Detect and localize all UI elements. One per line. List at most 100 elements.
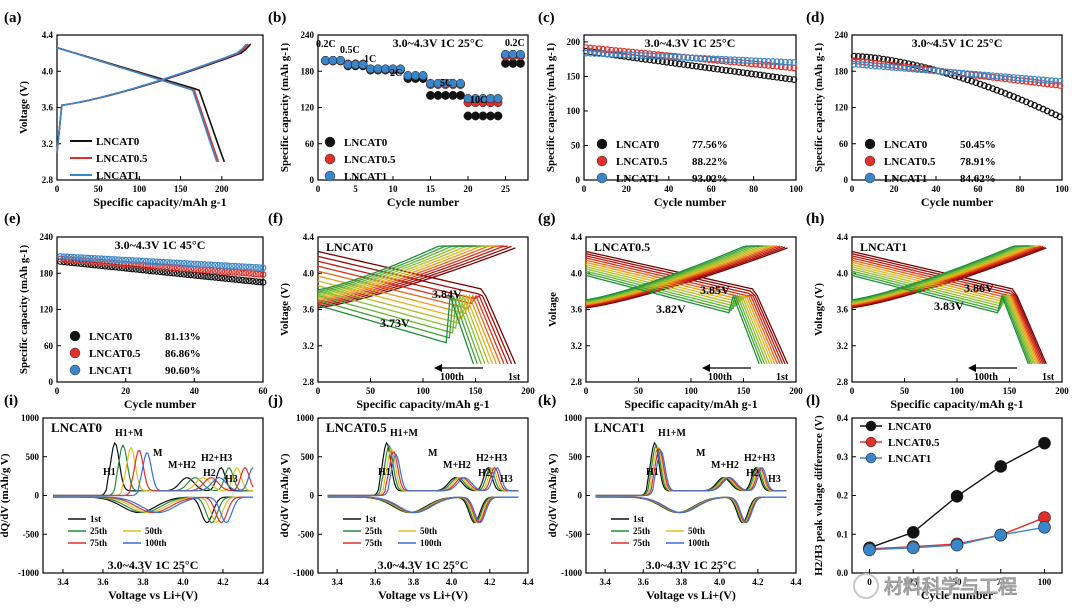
data-point — [501, 50, 509, 58]
legend-marker — [865, 173, 875, 183]
x-tick-label: 200 — [215, 184, 229, 194]
y-tick-label: 3.6 — [42, 103, 54, 113]
legend-marker — [865, 139, 875, 149]
x-tick-label: 20 — [890, 184, 900, 194]
x-axis-label: Cycle number — [124, 397, 197, 411]
x-tick-label: 80 — [749, 184, 759, 194]
y-tick-label: 180 — [835, 66, 849, 76]
data-point — [329, 56, 337, 64]
x-tick-label: 3.8 — [676, 577, 688, 587]
panel-i: (i)3.4 3.6 3.8 4.0 4.2 4.4-1000-50005001000Vo… — [0, 393, 269, 602]
data-point — [336, 56, 344, 64]
legend-label: LNCAT0.5 — [96, 153, 148, 165]
y-tick-label: 100 — [567, 106, 581, 116]
y-tick-label: 1000 — [564, 413, 583, 423]
y-tick-label: -1000 — [561, 568, 582, 578]
y-tick-label: 240 — [40, 232, 54, 242]
x-tick-label: 150 — [469, 386, 483, 396]
voltage-annotation: 3.86V — [964, 281, 994, 295]
cycle-legend-label: 75th — [90, 538, 107, 548]
legend-label: LNCAT1 — [89, 365, 132, 377]
y-tick-label: 240 — [301, 30, 315, 40]
phase-label: H2+H3 — [744, 453, 775, 464]
rate-label: 1C — [364, 54, 376, 65]
y-tick-label: 60 — [44, 341, 54, 351]
rate-label: 5C — [440, 78, 452, 89]
y-tick-label: 3.6 — [837, 305, 849, 315]
y-axis-label: H2/H3 peak voltage difference (V) — [813, 415, 825, 576]
legend-label: LNCAT0 — [888, 421, 932, 433]
y-tick-label: 180 — [301, 66, 315, 76]
chart-title: 3.0~4.5V 1C 25°C — [912, 36, 1003, 50]
data-point — [479, 112, 487, 120]
cycle-arrow-head — [702, 364, 710, 372]
panel-label: (g) — [538, 211, 556, 227]
x-tick-label: 0 — [850, 184, 855, 194]
x-tick-label: 4.2 — [752, 577, 764, 587]
panel-h: (h)0 50 100 150 2002.83.23.64.04.4Specific c… — [806, 211, 1069, 411]
phase-label: H1+M — [390, 428, 418, 439]
cycle-label-first: 1st — [1042, 372, 1055, 383]
panel-g: (g)0 50 100 150 2002.83.23.64.04.4Specific c… — [538, 211, 803, 411]
y-tick-label: 500 — [26, 452, 40, 462]
charge-curve — [57, 44, 247, 153]
panel-label: (j) — [268, 393, 283, 409]
watermark-icon — [854, 574, 878, 598]
data-point — [951, 490, 963, 502]
y-tick-label: -1000 — [18, 568, 39, 578]
x-tick-label: 200 — [1055, 386, 1069, 396]
y-tick-label: 2.8 — [42, 175, 54, 185]
legend-marker — [325, 154, 335, 164]
legend-marker — [866, 421, 876, 431]
legend-label: LNCAT0 — [884, 139, 928, 151]
x-tick-label: 200 — [521, 386, 535, 396]
data-point — [381, 65, 389, 73]
data-point — [344, 60, 352, 68]
data-point — [907, 526, 919, 538]
y-axis-label: dQ/dV (mAh/g V) — [547, 453, 559, 537]
legend-label: LNCAT0.5 — [884, 156, 936, 168]
phase-label: H1 — [103, 467, 116, 478]
y-tick-label: 3.2 — [837, 341, 849, 351]
phase-label: H2 — [478, 468, 491, 479]
y-tick-label: 120 — [301, 103, 315, 113]
legend-label: LNCAT1 — [344, 171, 387, 183]
y-tick-label: 0 — [576, 175, 581, 185]
y-tick-label: 0 — [310, 491, 315, 501]
y-tick-label: 4.4 — [303, 232, 315, 242]
retention-value: 90.60% — [165, 365, 201, 377]
legend-marker — [866, 437, 876, 447]
condition-label: 3.0~4.3V 1C 25°C — [646, 558, 737, 572]
phase-label: M+H2 — [443, 460, 471, 471]
panel-c: (c)0 20 40 60 80 100050100150200Cycle numberS… — [538, 10, 803, 209]
x-axis-label: Voltage vs Li+(V) — [108, 588, 198, 602]
y-tick-label: 150 — [567, 71, 581, 81]
phase-label: M — [696, 448, 706, 459]
data-point — [509, 50, 517, 58]
figure-layer: (a)0 50 100 150 2002.83.23.64.04.4Specific c… — [0, 10, 1069, 602]
y-axis-label: Specific capacity (mAh g-1) — [18, 245, 30, 375]
y-tick-label: 0 — [844, 175, 849, 185]
panel-label: (l) — [806, 393, 820, 409]
x-tick-label: 0 — [316, 184, 321, 194]
phase-label: H3 — [768, 474, 781, 485]
y-tick-label: 4.4 — [571, 232, 583, 242]
retention-value: 77.56% — [692, 139, 728, 151]
y-tick-label: 50 — [571, 140, 581, 150]
watermark: 材料科学与工程 — [854, 574, 1017, 598]
x-tick-label: 3.4 — [57, 577, 69, 587]
y-tick-label: 3.2 — [42, 139, 54, 149]
legend-label: LNCAT0 — [616, 139, 660, 151]
x-tick-label: 40 — [932, 184, 942, 194]
data-point — [464, 112, 472, 120]
x-tick-label: 15 — [426, 184, 436, 194]
sample-label: LNCAT1 — [594, 420, 645, 435]
retention-value: 88.22% — [692, 156, 728, 168]
legend-marker — [597, 173, 607, 183]
y-tick-label: 4.0 — [837, 268, 849, 278]
cycle-label-first: 1st — [776, 372, 789, 383]
phase-label: H1+M — [658, 428, 686, 439]
retention-value: 50.45% — [960, 139, 996, 151]
data-point — [1039, 437, 1051, 449]
data-point — [366, 65, 374, 73]
